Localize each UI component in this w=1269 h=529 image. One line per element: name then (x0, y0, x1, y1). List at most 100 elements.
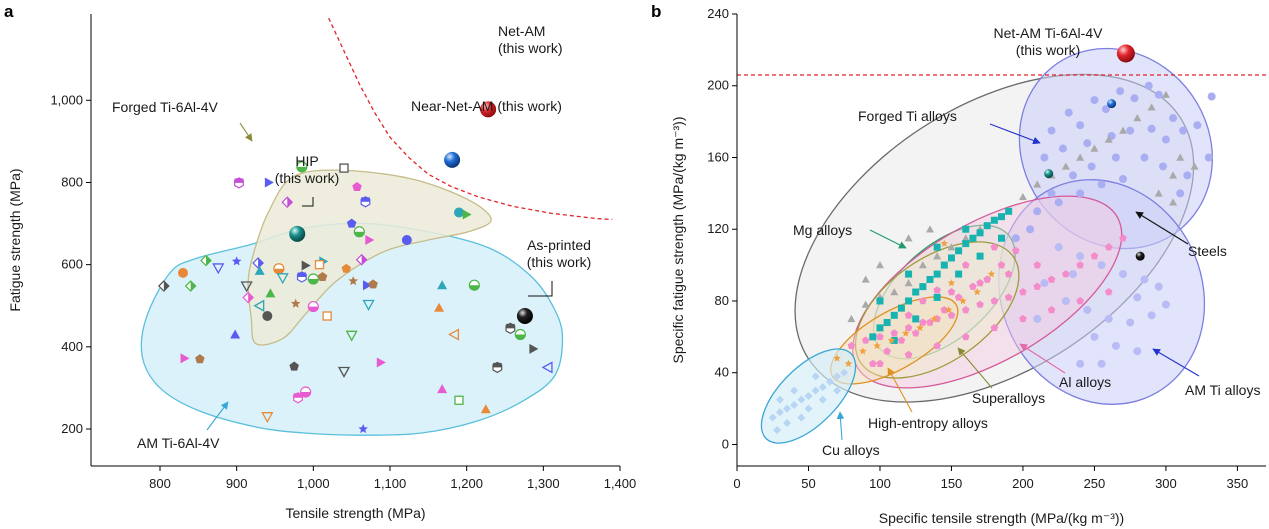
am-ti64-arrow (206, 401, 229, 431)
point-steels (1176, 153, 1185, 161)
point-mg-alloys (998, 234, 1005, 242)
point-forged-ti-alloys (1207, 92, 1216, 101)
point-steels (890, 288, 899, 296)
point-am-ti-alloys (1076, 252, 1085, 261)
hip-point (289, 225, 306, 242)
point-am-ti-alloys (1033, 314, 1042, 323)
point-steels (1147, 103, 1156, 111)
point-high-entropy-alloys (859, 347, 867, 355)
forged-data-point (281, 196, 294, 209)
point-high-entropy-alloys (940, 239, 949, 247)
point-steels (918, 261, 927, 269)
panel-a-y-axis-label: Fatigue strength (MPa) (7, 168, 23, 311)
point-cu-alloys (833, 386, 842, 395)
point-am-ti-alloys (1161, 300, 1170, 309)
panel-a-x-tick-label: 1,000 (297, 476, 330, 491)
point-mg-alloys (969, 234, 977, 242)
point-am-ti-alloys (1061, 296, 1070, 305)
am-data-point (358, 424, 368, 434)
am-data-point (454, 395, 464, 405)
panel-b-x-tick-label: 250 (1084, 476, 1106, 491)
point-al-alloys (947, 311, 956, 319)
superalloys-arrow (957, 347, 993, 389)
point-forged-ti-alloys (1068, 171, 1077, 180)
as-printed-annotation-line: As-printed (527, 237, 591, 253)
am-data-point (514, 328, 526, 341)
am-data-point (178, 267, 188, 278)
point-high-entropy-alloys (959, 296, 967, 305)
point-steels (1061, 162, 1070, 170)
point-mg-alloys (933, 293, 941, 301)
point-al-alloys (919, 296, 927, 305)
point-mg-alloys (876, 297, 884, 305)
panel-a: a 800 900 1,000 1,100 1,200 1,300 1,400 200 400 6… (4, 2, 636, 521)
point-am-ti-alloys (1076, 359, 1085, 368)
net-am-ti64-annotation-line: Net-AM Ti-6Al-4V (994, 25, 1104, 41)
am-data-point (212, 263, 225, 275)
point-high-entropy-alloys (833, 354, 841, 362)
point-al-alloys (1004, 270, 1013, 278)
point-mg-alloys (962, 225, 970, 233)
panel-b-y-axis-label: Specific fatigue strength (MPa/(kg m⁻³)) (670, 116, 686, 363)
point-forged-ti-alloys (1144, 81, 1153, 90)
point-high-entropy-alloys (947, 279, 956, 287)
am-data-point (368, 279, 378, 289)
point-forged-ti-alloys (1154, 90, 1163, 99)
am-data-point (480, 404, 491, 414)
point-superalloys (883, 347, 891, 355)
am-data-point (261, 412, 274, 424)
steels-arrow (1135, 211, 1189, 245)
high-entropy-alloys-arrow (887, 367, 913, 413)
am-data-point (184, 280, 197, 292)
point-high-entropy-alloys (901, 329, 910, 337)
point-steels (933, 252, 942, 260)
point-steels (947, 243, 956, 251)
panel-b-x-tick-label: 350 (1227, 476, 1249, 491)
point-am-ti-alloys (1154, 282, 1163, 291)
point-superalloys (997, 261, 1006, 269)
point-al-alloys (976, 279, 984, 287)
point-mg-alloys (990, 216, 998, 224)
am-data-point (362, 299, 375, 311)
panel-a-x-tick-label: 1,200 (450, 476, 483, 491)
point-am-ti-alloys (1140, 275, 1149, 284)
net-am-annotation: Net-AM (this work) (498, 23, 563, 56)
point-mg-alloys (955, 270, 963, 278)
panel-b-data-points (768, 44, 1216, 435)
point-steels (875, 261, 884, 269)
point-cu-alloys (804, 392, 813, 401)
forged-data-point (346, 218, 357, 228)
forged-ti-alloys-arrow (989, 123, 1041, 145)
point-mg-alloys (926, 275, 934, 283)
point-forged-ti-alloys (1111, 153, 1120, 162)
point-al-alloys (1119, 234, 1127, 242)
point-cu-alloys (825, 377, 834, 386)
point-am-ti-alloys (1083, 305, 1092, 314)
as-printed-leader-line (528, 281, 553, 297)
point-forged-ti-alloys (1159, 162, 1168, 171)
mg-alloys-label: Mg alloys (793, 222, 852, 238)
point-forged-ti-alloys (1183, 171, 1192, 180)
panel-a-x-tick-label: 1,100 (374, 476, 407, 491)
point-forged-ti-alloys (1126, 126, 1135, 135)
point-am-ti-alloys (1054, 243, 1063, 252)
point-mg-alloys (890, 336, 898, 344)
am-data-point (290, 298, 301, 308)
forged-data-point (363, 280, 372, 291)
point-forged-ti-alloys (1090, 96, 1099, 105)
point-am-ti-alloys (1097, 359, 1106, 368)
point-steels (1169, 198, 1178, 206)
point-al-alloys (990, 323, 999, 332)
cu-alloys-label: Cu alloys (822, 442, 880, 458)
point-forged-ti-alloys (1140, 153, 1149, 162)
point-al-alloys (1076, 261, 1084, 269)
panel-b-annotations: Net-AM Ti-6Al-4V (this work) Forged Ti all… (793, 25, 1260, 458)
panel-b-y-tick-label: 120 (707, 221, 729, 236)
point-forged-ti-alloys (1116, 87, 1125, 96)
point-forged-ti-alloys (1047, 189, 1056, 198)
point-superalloys (940, 305, 949, 314)
point-am-ti-alloys (1133, 347, 1142, 356)
point-cu-alloys (775, 408, 784, 417)
point-superalloys (904, 311, 913, 319)
